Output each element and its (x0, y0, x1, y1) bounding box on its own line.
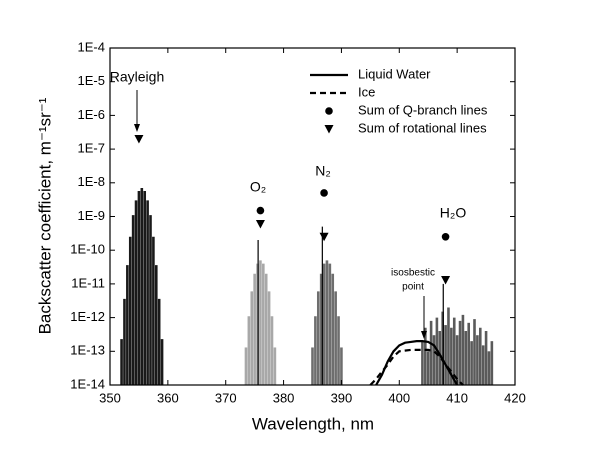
marker (320, 189, 328, 197)
marker (255, 219, 265, 229)
annotation: isosbestic (391, 268, 435, 279)
annotation-arrowhead (134, 124, 140, 132)
marker (325, 107, 333, 115)
x-tick-label: 410 (446, 390, 468, 405)
x-tick-label: 420 (504, 390, 526, 405)
y-tick-label: 1E-14 (70, 376, 105, 391)
curve (369, 348, 464, 386)
x-tick-label: 350 (99, 390, 121, 405)
annotation: H₂O (440, 205, 467, 221)
legend-label: Liquid Water (358, 66, 431, 81)
x-tick-label: 360 (157, 390, 179, 405)
y-tick-label: 1E-12 (70, 309, 105, 324)
band (311, 260, 343, 385)
y-tick-label: 1E-13 (70, 343, 105, 358)
marker (319, 232, 329, 242)
y-tick-label: 1E-11 (71, 275, 105, 290)
y-tick-label: 1E-8 (78, 174, 105, 189)
marker (441, 232, 450, 241)
annotation: N₂ (315, 163, 331, 179)
y-tick-label: 1E-6 (78, 107, 105, 122)
legend-label: Sum of rotational lines (358, 120, 487, 135)
y-tick-label: 1E-4 (78, 39, 105, 54)
y-tick-label: 1E-7 (78, 141, 105, 156)
x-tick-label: 400 (388, 390, 410, 405)
marker (134, 134, 144, 144)
band (120, 188, 164, 385)
y-tick-label: 1E-9 (78, 208, 105, 223)
y-tick-label: 1E-10 (70, 242, 105, 257)
marker (256, 206, 265, 215)
x-axis-label: Wavelength, nm (252, 414, 374, 433)
x-tick-label: 390 (331, 390, 353, 405)
x-tick-label: 370 (215, 390, 237, 405)
y-tick-label: 1E-5 (78, 73, 105, 88)
band (421, 307, 494, 385)
x-tick-label: 380 (273, 390, 295, 405)
marker (324, 125, 334, 134)
band (244, 260, 277, 385)
annotation: O₂ (250, 179, 266, 195)
y-axis-label: Backscatter coefficient, m⁻¹sr⁻¹ (35, 97, 54, 334)
marker (441, 276, 451, 285)
annotation: Rayleigh (110, 69, 164, 85)
annotation-arrowhead (421, 331, 427, 339)
legend-label: Sum of Q-branch lines (358, 102, 488, 117)
annotation: point (402, 282, 424, 293)
legend-label: Ice (358, 84, 375, 99)
